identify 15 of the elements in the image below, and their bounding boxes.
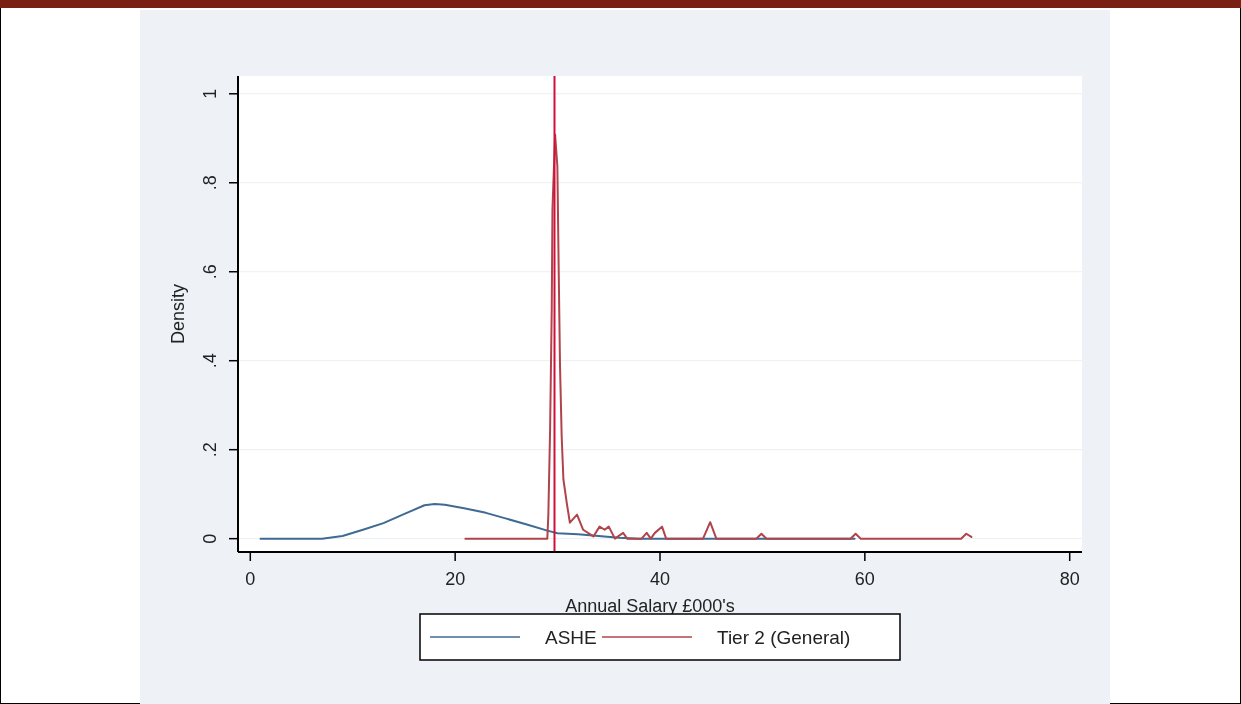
- x-tick-label: 60: [854, 569, 875, 589]
- x-axis-title: Annual Salary £000's: [565, 596, 735, 616]
- y-axis-title: Density: [168, 283, 188, 345]
- y-tick-label: .6: [200, 264, 220, 280]
- y-tick-label: .8: [200, 175, 220, 191]
- y-tick-label: 0: [200, 533, 220, 544]
- legend-label: ASHE: [545, 627, 597, 648]
- legend-label: Tier 2 (General): [717, 627, 851, 648]
- y-tick-label: 1: [200, 88, 220, 99]
- x-tick-label: 80: [1059, 569, 1080, 589]
- y-tick-label: .4: [200, 353, 220, 369]
- x-tick-label: 0: [245, 569, 256, 589]
- y-tick-label: .2: [200, 442, 220, 458]
- x-tick-label: 40: [649, 569, 671, 589]
- x-tick-label: 20: [445, 569, 466, 589]
